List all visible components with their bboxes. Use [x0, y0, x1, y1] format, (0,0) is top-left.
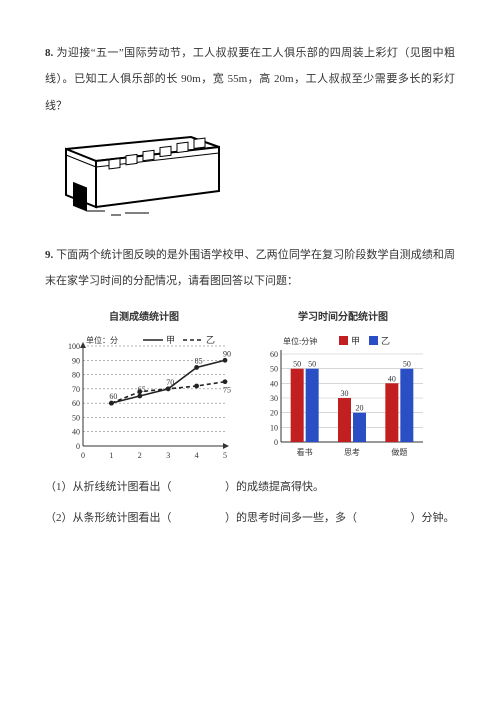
svg-text:看书: 看书	[297, 447, 313, 457]
bar-chart-svg: 0 10 20 30 40 50 60 单位:分钟 甲 乙 50 50 看书 30 20 思考 40 50 做题	[257, 332, 429, 458]
svg-text:80: 80	[72, 371, 80, 380]
svg-text:10: 10	[270, 424, 278, 433]
q9-sub2-c: ）分钟。	[411, 512, 455, 524]
svg-text:60: 60	[270, 350, 278, 359]
svg-text:100: 100	[68, 342, 80, 351]
svg-text:0: 0	[76, 442, 80, 451]
svg-text:甲: 甲	[166, 335, 175, 345]
svg-text:5: 5	[223, 451, 227, 460]
svg-text:60: 60	[72, 399, 80, 408]
svg-text:30: 30	[341, 389, 349, 398]
q9-sub1: （1）从折线统计图看出（ ）的成绩提高得快。	[45, 474, 455, 500]
svg-text:1: 1	[109, 451, 113, 460]
svg-text:乙: 乙	[206, 335, 215, 345]
q9-num: 9.	[45, 249, 53, 261]
svg-text:20: 20	[270, 409, 278, 418]
q9-sub2: （2）从条形统计图看出（ ）的思考时间多一些，多（ ）分钟。	[45, 505, 455, 531]
q9-block: 9. 下面两个统计图反映的是外围语学校甲、乙两位同学在复习阶段数学自测成绩和周末…	[45, 242, 455, 295]
svg-text:50: 50	[308, 360, 316, 369]
svg-text:60: 60	[109, 392, 117, 401]
svg-text:50: 50	[293, 360, 301, 369]
svg-text:50: 50	[270, 365, 278, 374]
q9-sub1-b: ）的成绩提高得快。	[225, 481, 324, 493]
line-chart-svg: 0405060708090100012345单位：分甲乙606570859075	[55, 332, 233, 462]
q9-sub2-b: ）的思考时间多一些，多（	[225, 512, 357, 524]
svg-text:50: 50	[403, 360, 411, 369]
svg-text:70: 70	[72, 385, 80, 394]
svg-text:40: 40	[72, 428, 80, 437]
svg-text:单位:分钟: 单位:分钟	[283, 336, 317, 346]
svg-text:乙: 乙	[381, 336, 390, 346]
q9-sub2-a: （2）从条形统计图看出（	[45, 512, 172, 524]
svg-text:0: 0	[274, 438, 278, 447]
q8-text: 为迎接“五一”国际劳动节，工人叔叔要在工人俱乐部的四周装上彩灯（见图中粗线）。已…	[45, 47, 455, 112]
q8-block: 8. 为迎接“五一”国际劳动节，工人叔叔要在工人俱乐部的四周装上彩灯（见图中粗线…	[45, 40, 455, 119]
svg-text:20: 20	[356, 404, 364, 413]
svg-text:单位：分: 单位：分	[86, 335, 118, 345]
svg-text:3: 3	[166, 451, 170, 460]
svg-text:思考: 思考	[344, 448, 360, 457]
svg-text:90: 90	[223, 350, 231, 359]
svg-text:4: 4	[195, 451, 199, 460]
svg-text:85: 85	[195, 357, 203, 366]
svg-text:90: 90	[72, 357, 80, 366]
svg-text:40: 40	[270, 380, 278, 389]
svg-text:50: 50	[72, 414, 80, 423]
q8-num: 8.	[45, 47, 53, 59]
q9-intro: 下面两个统计图反映的是外围语学校甲、乙两位同学在复习阶段数学自测成绩和周末在家学…	[45, 249, 455, 287]
bar-chart-title: 学习时间分配统计图	[257, 306, 429, 330]
svg-text:75: 75	[223, 386, 231, 395]
building-illustration	[51, 127, 455, 227]
q9-sub1-a: （1）从折线统计图看出（	[45, 481, 172, 493]
line-chart-title: 自测成绩统计图	[55, 306, 233, 330]
svg-text:2: 2	[138, 451, 142, 460]
svg-text:0: 0	[81, 451, 85, 460]
bar-chart: 学习时间分配统计图 0 10 20 30 40 50 60 单位:分钟 甲 乙 50 50 看书 30 20…	[257, 306, 429, 458]
svg-text:70: 70	[166, 378, 174, 387]
svg-text:30: 30	[270, 394, 278, 403]
line-chart: 自测成绩统计图 0405060708090100012345单位：分甲乙6065…	[55, 306, 233, 462]
charts-row: 自测成绩统计图 0405060708090100012345单位：分甲乙6065…	[55, 306, 455, 462]
svg-text:做题: 做题	[391, 447, 407, 457]
svg-text:40: 40	[388, 375, 396, 384]
svg-text:甲: 甲	[351, 336, 360, 346]
